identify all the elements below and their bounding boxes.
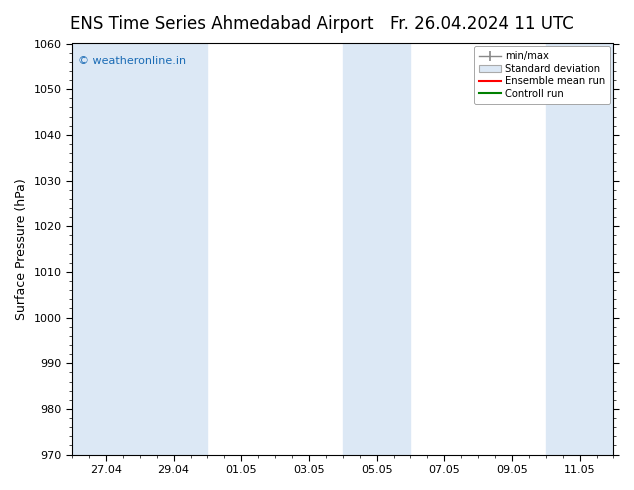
Y-axis label: Surface Pressure (hPa): Surface Pressure (hPa) [15,178,28,320]
Text: Fr. 26.04.2024 11 UTC: Fr. 26.04.2024 11 UTC [390,15,574,33]
Legend: min/max, Standard deviation, Ensemble mean run, Controll run: min/max, Standard deviation, Ensemble me… [474,47,611,104]
Bar [343,44,410,455]
Bar [139,44,207,455]
Text: ENS Time Series Ahmedabad Airport: ENS Time Series Ahmedabad Airport [70,15,373,33]
Bar [546,44,614,455]
Text: © weatheronline.in: © weatheronline.in [77,56,186,66]
Bar [72,44,139,455]
